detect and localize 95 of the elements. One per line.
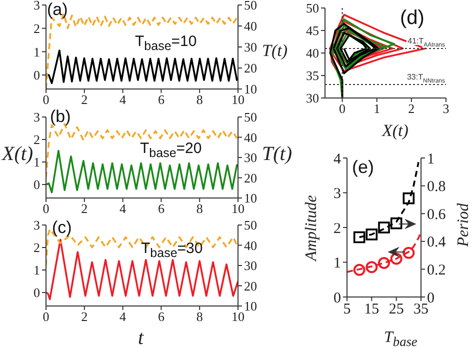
y-axis-title: T(t) (262, 41, 288, 60)
y2-tick-label: 0.2 (427, 262, 446, 279)
y2-tick-label: 40 (244, 18, 257, 34)
y2-tick-label: 30 (244, 258, 257, 274)
y-axis-title: X(t) (2, 143, 34, 165)
annotation: T$_{base}$=30 (141, 240, 203, 260)
y-tick-label: 0 (34, 177, 40, 192)
y2-tick-label: 0.8 (427, 179, 446, 196)
y-tick-label: 1 (34, 44, 40, 60)
x-axis-title: X(t) (382, 121, 408, 140)
ref-line-label: 33:T$_{NNtrans}$ (406, 72, 445, 84)
y2-tick-label: 0 (427, 290, 434, 306)
y2-tick-label: 20 (244, 170, 257, 186)
point (378, 222, 390, 234)
line-series (46, 50, 238, 84)
x-tick-label: 8 (196, 92, 203, 108)
y2-tick-label: 50 (244, 110, 257, 125)
x-tick-label: 2 (81, 201, 88, 216)
y2-tick-label: 30 (244, 40, 257, 55)
point (366, 261, 378, 274)
y-tick-label: 35 (306, 68, 319, 84)
y2-tick-label: 50 (244, 0, 257, 13)
point (390, 217, 402, 230)
point (353, 264, 366, 276)
x-tick-label: 6 (158, 201, 165, 216)
y-axis-title: Amplitude (303, 195, 320, 261)
x-tick-label: 1 (374, 101, 380, 116)
x-tick-label: 2 (81, 309, 88, 324)
x-tick-label: 8 (196, 309, 203, 324)
line-series (331, 18, 396, 98)
x-tick-label: 6 (158, 309, 165, 324)
point (378, 256, 390, 269)
y-tick-label: 40 (306, 46, 319, 61)
annotation: (b) (50, 107, 71, 126)
point (390, 252, 402, 265)
y-tick-label: 2 (334, 220, 341, 237)
y-tick-label: 3 (34, 218, 40, 233)
y-tick-label: 3 (334, 186, 341, 202)
y-tick-label: 3 (34, 0, 40, 13)
x-tick-label: 8 (196, 201, 203, 216)
x-tick-label: 4 (120, 309, 127, 324)
y2-tick-label: 40 (244, 130, 257, 145)
x-tick-label: 10 (232, 201, 244, 216)
y2-tick-label: 0.4 (427, 234, 446, 251)
y2-tick-label: 10 (244, 190, 257, 206)
y2-tick-label: 0.6 (427, 206, 446, 223)
annotation: T$_{base}$=10 (135, 33, 197, 53)
y2-tick-label: 50 (244, 218, 257, 233)
annotation: (c) (52, 218, 72, 237)
annotation: T$_{base}$=20 (140, 140, 202, 160)
y2-axis-title: Period (455, 203, 472, 247)
y2-axis-title: T(t) (262, 143, 292, 165)
x-axis-title: t (138, 327, 144, 348)
y-tick-label: 2 (34, 240, 40, 256)
x-tick-label: 3 (442, 101, 450, 116)
y-tick-label: 0 (34, 68, 40, 83)
x-tick-label: 5 (343, 302, 351, 318)
y-tick-label: 4 (334, 151, 342, 168)
x-tick-label: 2 (408, 101, 415, 116)
annotation: (a) (47, 0, 68, 19)
y2-tick-label: 1 (427, 151, 434, 168)
y-tick-label: 1 (334, 256, 341, 272)
y-tick-label: 0 (334, 290, 341, 306)
y-tick-label: 1 (34, 262, 40, 278)
point (402, 192, 415, 204)
y-tick-label: 45 (306, 23, 319, 38)
ref-line-label: 41:T$_{AAtrans}$ (408, 36, 445, 48)
y-tick-label: 50 (306, 0, 319, 16)
y-tick-label: 2 (34, 132, 40, 148)
x-tick-label: 4 (120, 92, 127, 108)
y-tick-label: 0 (34, 285, 40, 300)
y2-tick-label: 40 (244, 238, 257, 253)
x-tick-label: 25 (388, 302, 404, 318)
y2-tick-label: 20 (244, 278, 257, 294)
y2-tick-label: 30 (244, 150, 257, 166)
point (366, 228, 378, 240)
annotation: (e) (352, 157, 374, 177)
annotation: (d) (400, 7, 424, 29)
x-axis-title: T$_{base}$ (384, 329, 418, 348)
x-tick-label: 35 (414, 302, 428, 318)
line-series (46, 238, 238, 300)
y-tick-label: 30 (306, 90, 319, 106)
x-tick-label: 15 (364, 302, 380, 318)
y-tick-label: 2 (34, 20, 40, 36)
x-tick-label: 6 (158, 92, 165, 108)
x-tick-label: 2 (81, 92, 88, 108)
x-tick-label: 10 (232, 309, 244, 324)
x-tick-label: 10 (232, 92, 244, 108)
y-tick-label: 1 (34, 154, 40, 170)
line-series (329, 22, 380, 98)
x-tick-label: 4 (120, 201, 127, 216)
point (402, 246, 415, 259)
y2-tick-label: 10 (244, 82, 257, 97)
y2-tick-label: 20 (244, 60, 257, 76)
point (353, 231, 366, 244)
